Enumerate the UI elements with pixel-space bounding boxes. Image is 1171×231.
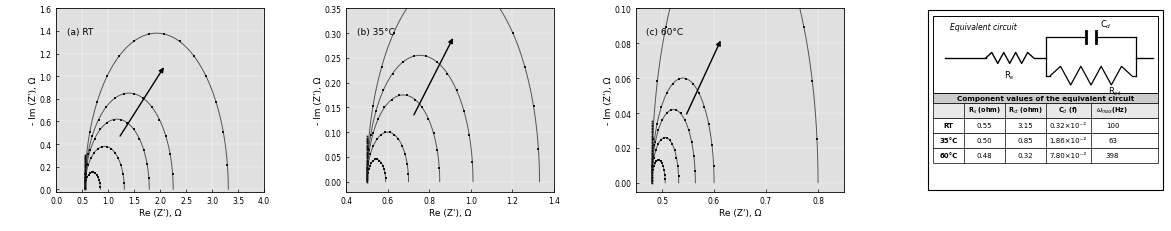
- Bar: [933, 17, 1158, 93]
- Text: RT: RT: [944, 123, 953, 129]
- Text: R$_s$ (ohm): R$_s$ (ohm): [968, 106, 1001, 116]
- Bar: [933, 103, 1158, 118]
- Text: (a) RT: (a) RT: [67, 27, 93, 36]
- Text: 7.80×10⁻²: 7.80×10⁻²: [1049, 153, 1087, 159]
- Text: 0.85: 0.85: [1018, 138, 1033, 144]
- Text: R$_s$: R$_s$: [1005, 69, 1015, 81]
- Text: 35°C: 35°C: [939, 138, 958, 144]
- X-axis label: Re (Z'), Ω: Re (Z'), Ω: [429, 208, 471, 217]
- Y-axis label: - Im (Z'), Ω: - Im (Z'), Ω: [29, 76, 37, 125]
- Bar: [933, 148, 1158, 163]
- Y-axis label: - Im (Z'), Ω: - Im (Z'), Ω: [314, 76, 323, 125]
- Text: 398: 398: [1105, 153, 1119, 159]
- Text: 0.32: 0.32: [1018, 153, 1033, 159]
- X-axis label: Re (Z'), Ω: Re (Z'), Ω: [139, 208, 182, 217]
- Text: $\omega_{max}$(Hz): $\omega_{max}$(Hz): [1096, 106, 1129, 116]
- Text: 60°C: 60°C: [939, 153, 958, 159]
- Text: 1.86×10⁻²: 1.86×10⁻²: [1049, 138, 1087, 144]
- Text: 3.15: 3.15: [1018, 123, 1033, 129]
- Text: 0.32×10⁻²: 0.32×10⁻²: [1049, 123, 1087, 129]
- Text: (c) 60°C: (c) 60°C: [646, 27, 684, 36]
- Text: (b) 35°C: (b) 35°C: [356, 27, 395, 36]
- Text: 0.55: 0.55: [977, 123, 992, 129]
- Text: Equivalent circuit: Equivalent circuit: [950, 23, 1016, 32]
- Text: 100: 100: [1105, 123, 1119, 129]
- X-axis label: Re (Z'), Ω: Re (Z'), Ω: [719, 208, 761, 217]
- Y-axis label: - Im (Z'), Ω: - Im (Z'), Ω: [604, 76, 612, 125]
- Text: 0.50: 0.50: [977, 138, 992, 144]
- Text: R$_{ct}$: R$_{ct}$: [1108, 85, 1122, 98]
- Text: R$_{ct}$ (ohm): R$_{ct}$ (ohm): [1008, 106, 1043, 116]
- Bar: [933, 133, 1158, 148]
- Bar: [933, 93, 1158, 103]
- Text: C$_d$ (f): C$_d$ (f): [1059, 106, 1078, 116]
- Text: Component values of the equivalent circuit: Component values of the equivalent circu…: [957, 95, 1135, 101]
- Text: C$_d$: C$_d$: [1100, 19, 1111, 31]
- Bar: [933, 118, 1158, 133]
- Text: 63: 63: [1108, 138, 1117, 144]
- Text: 0.48: 0.48: [977, 153, 992, 159]
